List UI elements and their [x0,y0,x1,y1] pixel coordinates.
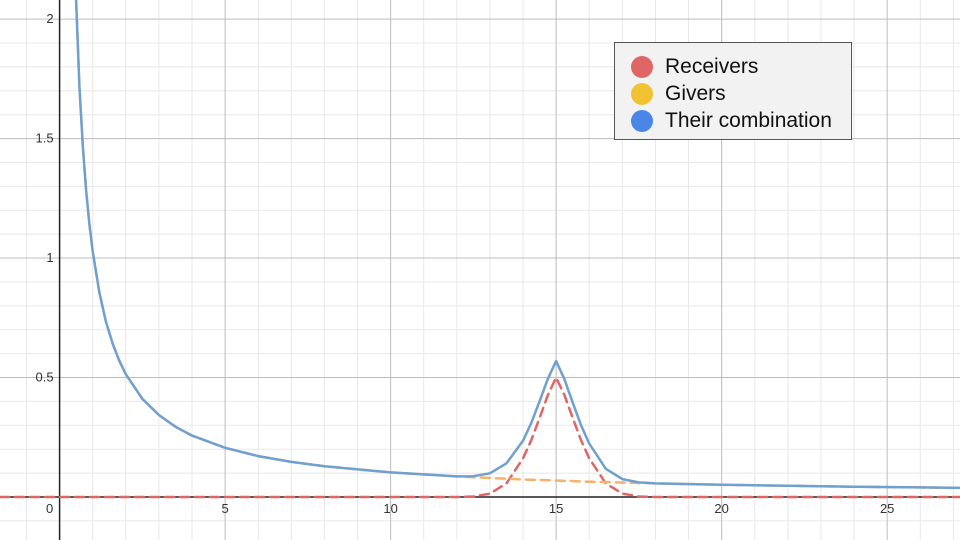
y-tick-label: 2 [46,11,53,26]
combination-swatch-icon [631,109,653,132]
series-line-2 [74,0,960,490]
legend-item-receivers: Receivers [631,53,851,80]
x-tick-label: 10 [383,501,397,516]
tick-labels: 5 10 15 20 250.511.520 [36,11,895,516]
origin-label: 0 [46,501,53,516]
x-tick-label: 25 [880,501,894,516]
legend-item-givers: Givers [631,80,851,107]
y-tick-label: 1.5 [36,131,54,146]
givers-swatch-icon [631,82,653,105]
y-tick-label: 1 [46,250,53,265]
receivers-swatch-icon [631,55,653,78]
legend-label-receivers: Receivers [665,54,759,78]
legend-label-givers: Givers [665,81,726,105]
y-tick-label: 0.5 [36,370,54,385]
legend: Receivers Givers Their combination [614,42,852,140]
series-lines [0,0,960,499]
x-tick-label: 15 [549,501,563,516]
x-tick-label: 5 [221,501,228,516]
x-tick-label: 20 [714,501,728,516]
legend-label-combination: Their combination [665,108,832,132]
series-line-0 [0,376,960,499]
legend-item-combination: Their combination [631,107,851,134]
